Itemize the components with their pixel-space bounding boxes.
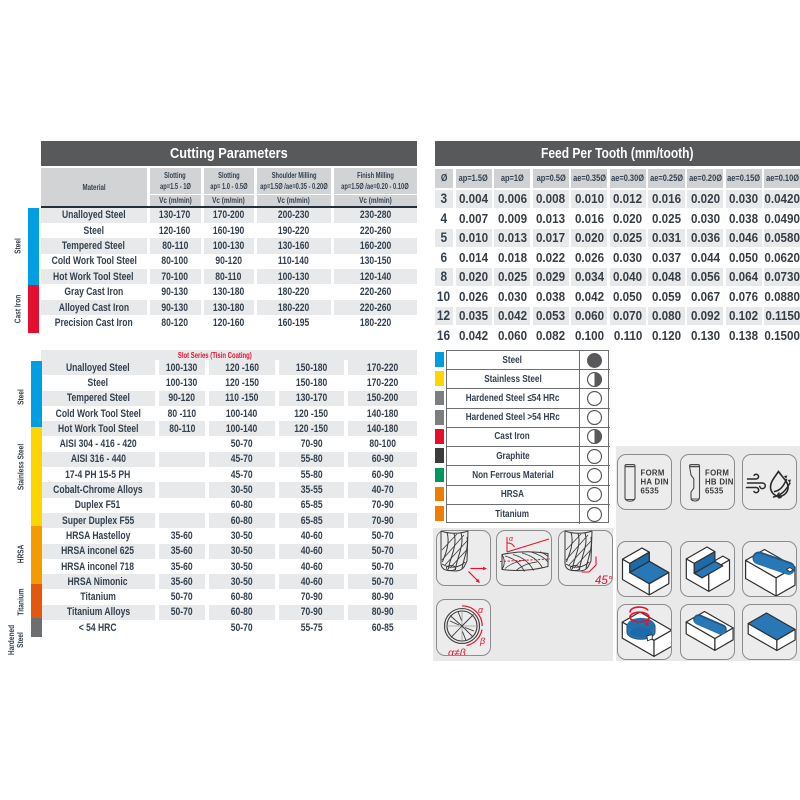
svg-text:α≠β: α≠β xyxy=(448,647,466,656)
svg-text:HA DIN: HA DIN xyxy=(641,477,669,486)
svg-text:HB DIN: HB DIN xyxy=(705,477,734,486)
svg-text:FORM: FORM xyxy=(641,468,665,477)
svg-text:FORM: FORM xyxy=(705,468,729,477)
svg-text:6535: 6535 xyxy=(705,486,724,495)
svg-text:6535: 6535 xyxy=(641,486,660,495)
svg-text:α: α xyxy=(478,605,484,615)
svg-text:β: β xyxy=(479,636,485,646)
svg-text:α: α xyxy=(509,536,514,543)
svg-text:45°: 45° xyxy=(595,575,613,587)
